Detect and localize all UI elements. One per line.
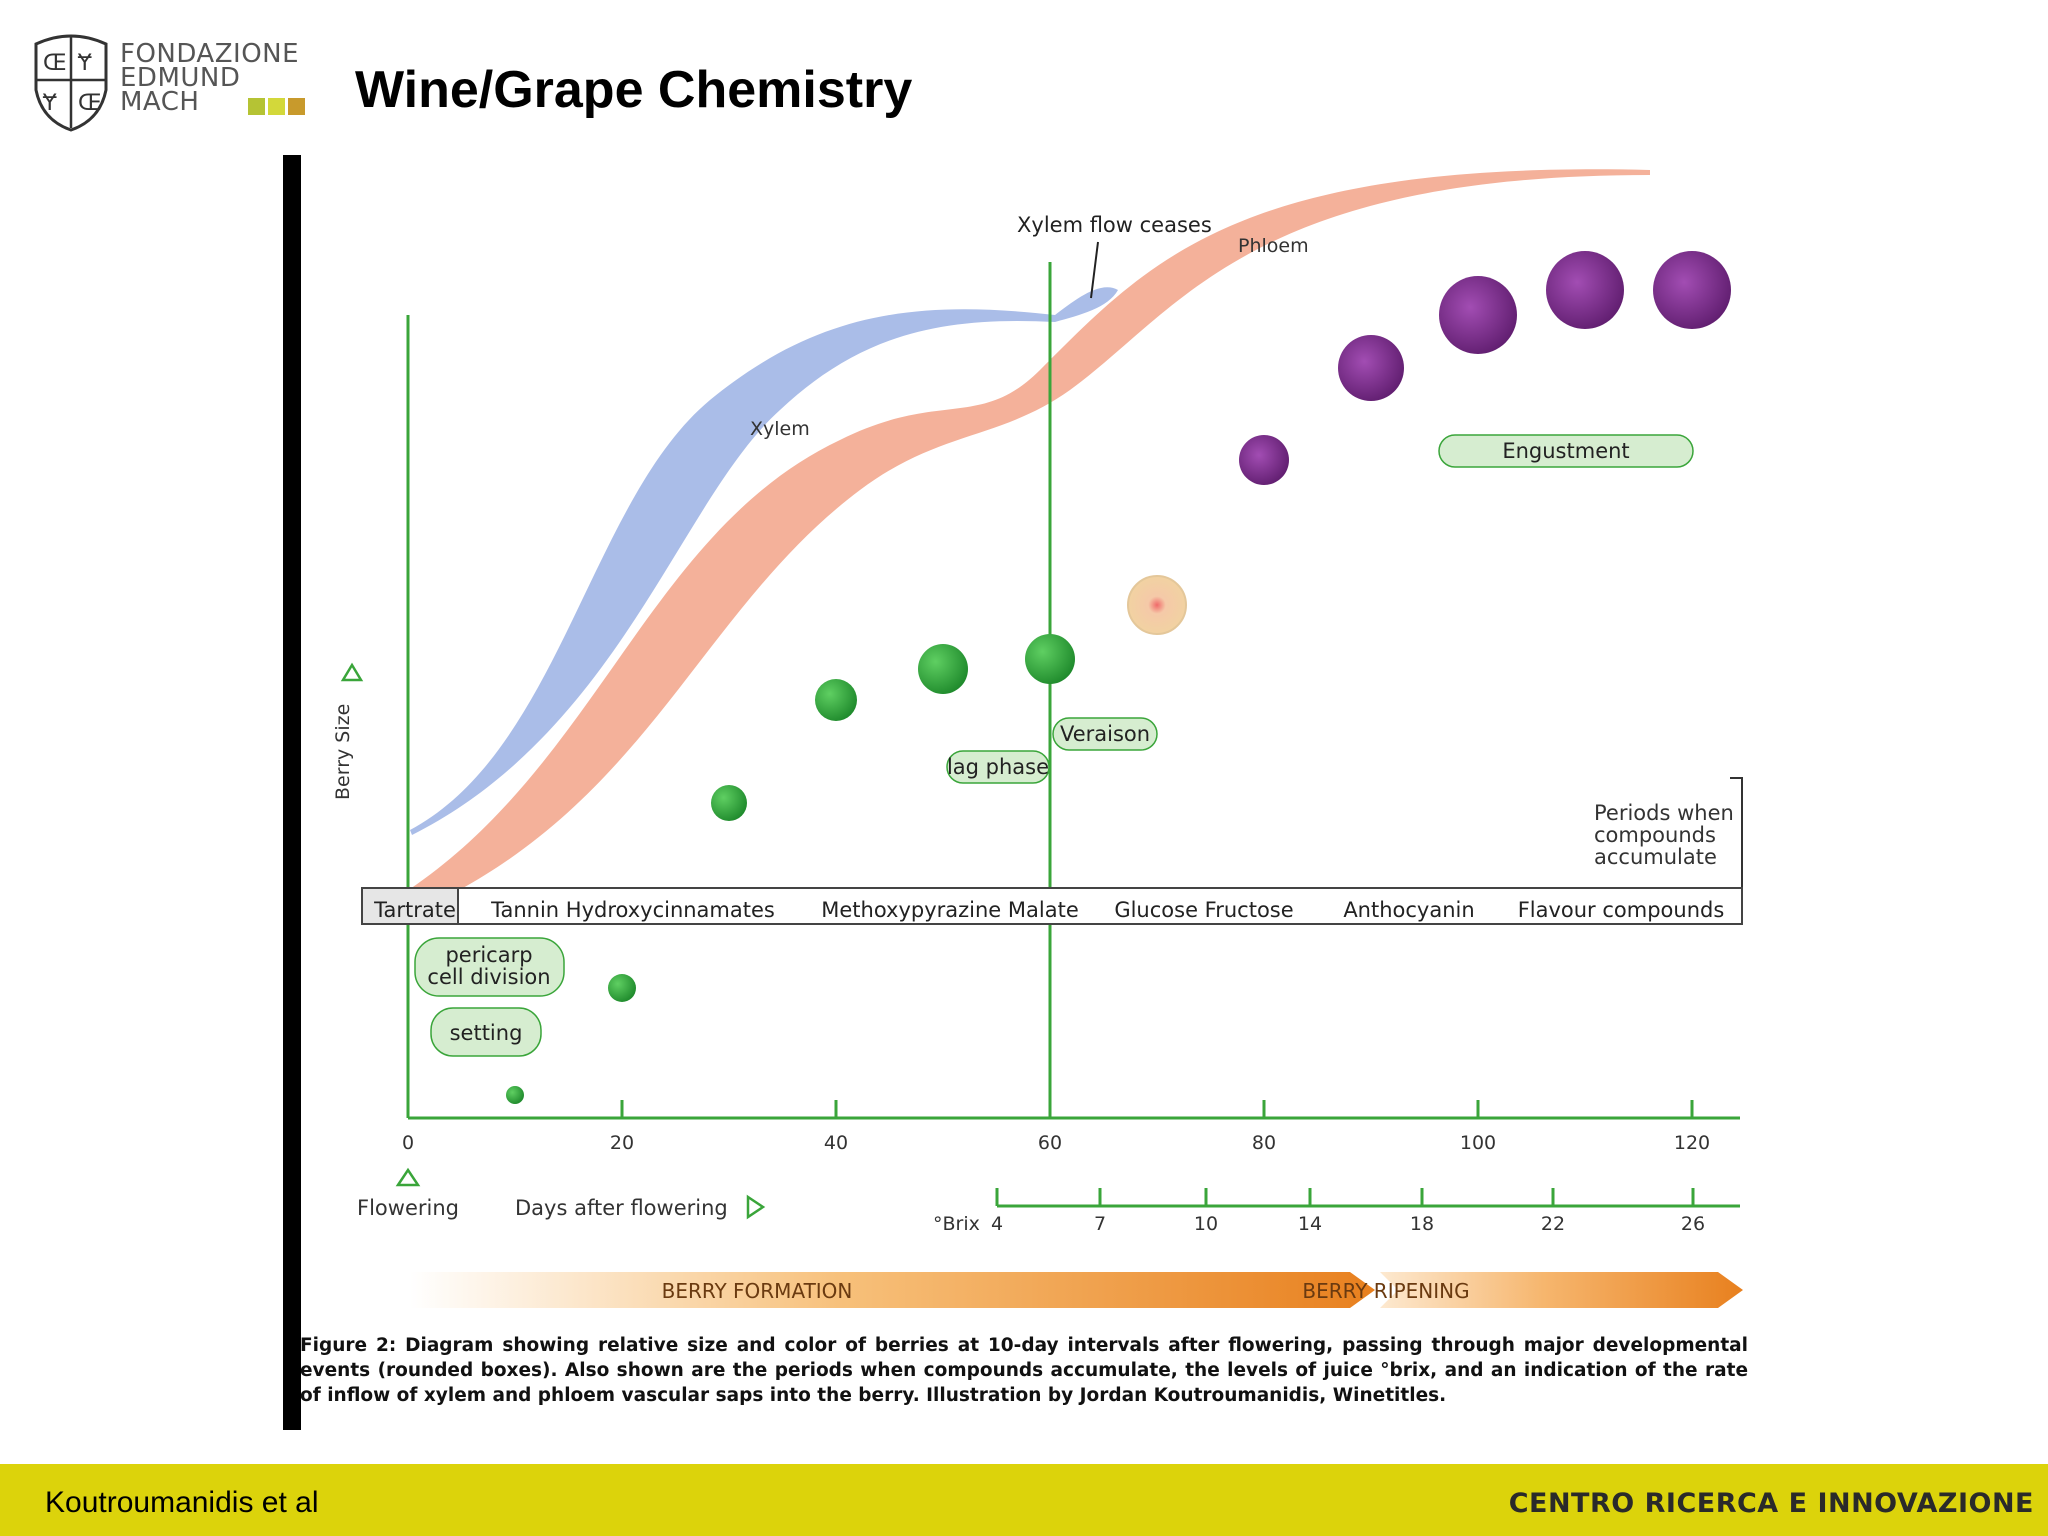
berry [1239, 435, 1289, 485]
event-engustment: Engustment [1438, 434, 1694, 468]
event-pericarp: pericarp [414, 937, 565, 997]
berry-development-diagram: Xylem Phloem Xylem flow ceases Berry Siz… [300, 150, 1748, 1410]
days-axis-label: Days after flowering [515, 1196, 728, 1220]
phloem-band [410, 169, 1650, 906]
svg-text:Œ: Œ [78, 91, 102, 116]
days-tick-label: 0 [402, 1132, 414, 1154]
berry-formation-label: BERRY FORMATION [662, 1279, 853, 1303]
svg-text:Ɏ: Ɏ [42, 91, 57, 116]
triangle-up-icon [340, 662, 364, 682]
brix-tick-label: 14 [1298, 1213, 1322, 1235]
berries [506, 251, 1731, 1104]
flowering-label: Flowering [357, 1196, 459, 1220]
berry [918, 644, 968, 694]
brix-label: °Brix [933, 1213, 980, 1235]
crest-icon: Œ Ɏ Ɏ Œ [34, 34, 108, 132]
periods-line-3: accumulate [1594, 845, 1717, 869]
flowering-triangle-icon [395, 1167, 421, 1187]
days-tick-label: 120 [1674, 1132, 1710, 1154]
compounds-labels: Tartrate Tannin Hydroxycinnamates Methoxyp… [373, 898, 1724, 922]
periods-line-2: compounds [1594, 823, 1716, 847]
brix-tick-label: 10 [1194, 1213, 1218, 1235]
y-axis-label: Berry Size [332, 704, 354, 800]
compound-label: Tartrate [373, 898, 456, 922]
compound-label: Flavour compounds [1518, 898, 1725, 922]
brix-tick-label: 26 [1681, 1213, 1705, 1235]
berry [608, 974, 636, 1002]
logo-line-2: EDMUND [120, 63, 241, 93]
compound-label: Anthocyanin [1343, 898, 1474, 922]
days-tick-label: 40 [824, 1132, 848, 1154]
logo-line-3: MACH [120, 87, 200, 117]
brix-tick-label: 18 [1410, 1213, 1434, 1235]
berry [1127, 575, 1187, 635]
foundation-logo: Œ Ɏ Ɏ Œ FONDAZIONE EDMUND MACH [30, 30, 350, 140]
compound-label: Glucose Fructose [1114, 898, 1293, 922]
logo-squares [248, 98, 308, 119]
phloem-label: Phloem [1238, 235, 1309, 257]
logo-wordmark: FONDAZIONE EDMUND MACH [120, 39, 300, 117]
tartrate-cell [361, 887, 459, 925]
footer-bar: Koutroumanidis et al CENTRO RICERCA E IN… [0, 1464, 2048, 1536]
brix-ticks: 4 7 10 14 18 22 26 [991, 1188, 1705, 1235]
days-ticks [620, 1100, 1694, 1118]
compound-label: Methoxypyrazine Malate [821, 898, 1079, 922]
pericarp-line-1: pericarp [445, 943, 532, 967]
logo-square [268, 98, 285, 115]
event-veraison: Veraison [1052, 717, 1158, 751]
svg-text:Ɏ: Ɏ [77, 51, 92, 76]
pericarp-line-2: cell division [427, 965, 550, 989]
berry [1439, 276, 1517, 354]
footer-center-name: CENTRO RICERCA E INNOVAZIONE [1508, 1488, 2034, 1519]
periods-line-1: Periods when [1594, 801, 1734, 825]
berry [1338, 335, 1404, 401]
setting-label: setting [450, 1021, 523, 1045]
brix-tick-label: 4 [991, 1213, 1003, 1235]
logo-square [288, 98, 305, 115]
days-tick-label: 100 [1460, 1132, 1496, 1154]
xylem-ceases-label: Xylem flow ceases [1017, 213, 1212, 237]
days-tick-label: 20 [610, 1132, 634, 1154]
triangle-right-icon [746, 1194, 766, 1220]
left-accent-bar [283, 155, 301, 1430]
engustment-label: Engustment [1502, 439, 1629, 463]
xylem-label: Xylem [750, 418, 810, 440]
berry [711, 785, 747, 821]
xylem-ceases-pointer [1090, 241, 1099, 299]
event-lag-phase: lag phase [946, 750, 1050, 784]
logo-square [248, 98, 265, 115]
berry [1653, 251, 1731, 329]
svg-text:Œ: Œ [43, 51, 67, 76]
event-setting: setting [430, 1007, 542, 1057]
figure-caption: Figure 2: Diagram showing relative size … [300, 1335, 1748, 1406]
page-title: Wine/Grape Chemistry [355, 61, 913, 119]
brix-tick-label: 22 [1541, 1213, 1565, 1235]
berry [1546, 251, 1624, 329]
periods-bracket [1730, 777, 1743, 892]
berry [506, 1086, 524, 1104]
berry-ripening-arrow [1380, 1272, 1743, 1308]
berry [1025, 634, 1075, 684]
days-tick-label: 80 [1252, 1132, 1276, 1154]
days-tick-label: 60 [1038, 1132, 1062, 1154]
berry [815, 679, 857, 721]
brix-tick-label: 7 [1094, 1213, 1106, 1235]
logo-line-1: FONDAZIONE [120, 39, 300, 69]
compounds-bar [361, 887, 1743, 925]
compound-label: Tannin Hydroxycinnamates [490, 898, 775, 922]
lag-phase-label: lag phase [947, 755, 1049, 779]
berry-formation-arrow [410, 1272, 1375, 1308]
berry-ripening-label: BERRY RIPENING [1302, 1279, 1469, 1303]
xylem-band [410, 287, 1118, 835]
veraison-label: Veraison [1060, 722, 1150, 746]
days-tick-labels: 0 20 40 60 80 100 120 [402, 1132, 1710, 1154]
footer-attribution: Koutroumanidis et al [45, 1486, 319, 1519]
